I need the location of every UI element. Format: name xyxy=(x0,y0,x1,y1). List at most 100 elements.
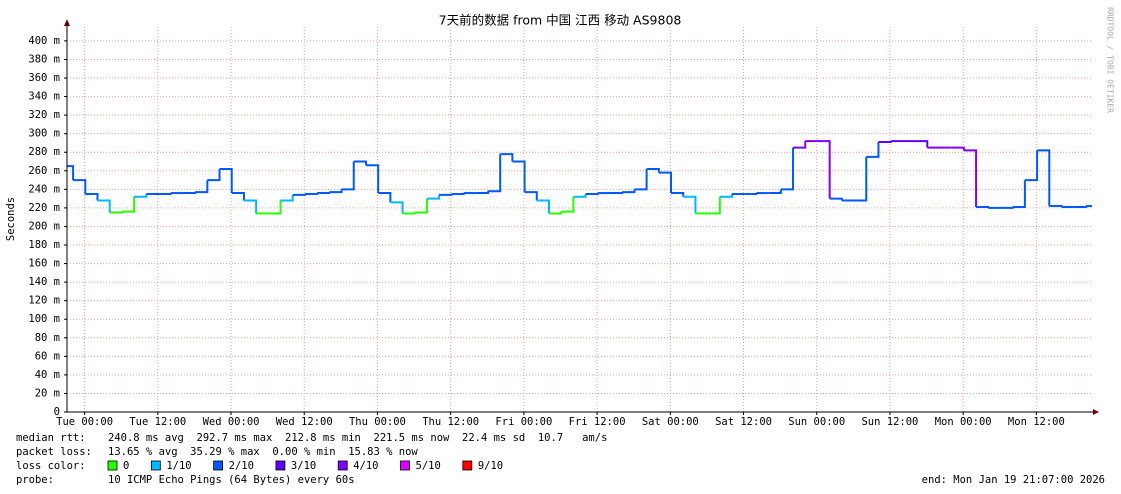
median-step xyxy=(280,194,294,202)
median-step xyxy=(1037,149,1051,207)
x-tick-label: Sat 00:00 xyxy=(642,416,699,428)
x-tick-label: Wed 00:00 xyxy=(203,416,260,428)
median-step xyxy=(866,142,880,158)
median-step xyxy=(341,161,355,191)
median-step xyxy=(829,197,843,201)
median-step xyxy=(500,153,514,162)
median-step xyxy=(219,167,233,194)
y-tick-label: 320 m xyxy=(28,109,60,121)
legend-swatch xyxy=(213,460,224,471)
median-step xyxy=(390,201,404,214)
legend-swatch xyxy=(275,460,286,471)
stat-label: median rtt: xyxy=(16,432,86,444)
legend-label: 9/10 xyxy=(478,460,503,472)
median-step xyxy=(268,200,282,215)
end-time: end: Mon Jan 19 21:07:00 2026 xyxy=(922,474,1105,486)
x-tick-label: Mon 00:00 xyxy=(935,416,992,428)
y-tick-label: 400 m xyxy=(28,35,60,47)
median-step xyxy=(353,160,367,166)
x-tick-label: Thu 00:00 xyxy=(349,416,406,428)
x-tick-label: Mon 12:00 xyxy=(1008,416,1065,428)
legend-swatch xyxy=(337,460,348,471)
median-step xyxy=(963,149,978,207)
median-step xyxy=(646,167,660,173)
median-step xyxy=(915,140,929,148)
legend-label: 3/10 xyxy=(291,460,316,472)
side-label: RRDTOOL / TOBI OETIKER xyxy=(1106,7,1115,113)
median-step xyxy=(414,198,428,214)
median-step xyxy=(634,168,648,191)
median-step xyxy=(451,192,465,195)
median-step xyxy=(524,191,538,201)
median-step xyxy=(744,192,758,195)
median-step xyxy=(768,189,782,195)
x-tick-label: Tue 00:00 xyxy=(56,416,113,428)
x-tick-label: Thu 12:00 xyxy=(422,416,479,428)
median-step xyxy=(707,196,721,215)
x-tick-label: Sat 12:00 xyxy=(715,416,772,428)
legend-label: 0 xyxy=(123,460,129,472)
median-step xyxy=(1024,150,1039,182)
y-tick-label: 360 m xyxy=(28,72,60,84)
median-step xyxy=(243,199,258,214)
y-tick-label: 300 m xyxy=(28,128,60,140)
median-step xyxy=(439,193,453,196)
y-axis-label: Seconds xyxy=(5,197,17,241)
y-tick-label: 40 m xyxy=(35,369,60,381)
median-step xyxy=(1049,205,1063,208)
x-tick-label: Wed 12:00 xyxy=(276,416,333,428)
median-step xyxy=(67,165,75,181)
median-step xyxy=(378,192,392,203)
y-tick-label: 260 m xyxy=(28,165,60,177)
median-step xyxy=(548,211,563,215)
x-tick-label: Sun 00:00 xyxy=(788,416,845,428)
x-arrow xyxy=(1093,409,1099,415)
median-step xyxy=(610,192,624,195)
median-step xyxy=(671,192,685,197)
median-step xyxy=(683,195,697,214)
y-tick-label: 20 m xyxy=(35,387,60,399)
stat-text: 13.65 % avg 35.29 % max 0.00 % min 15.83… xyxy=(108,446,418,458)
legend-label: 5/10 xyxy=(416,460,441,472)
median-step xyxy=(658,171,673,194)
median-step xyxy=(134,193,148,198)
median-step xyxy=(487,154,502,193)
median-step xyxy=(402,212,416,215)
y-tick-label: 340 m xyxy=(28,91,60,103)
legend-label: 1/10 xyxy=(166,460,191,472)
chart-title: 7天前的数据 from 中国 江西 移动 AS9808 xyxy=(439,13,682,28)
median-step xyxy=(182,192,197,195)
legend-label: 2/10 xyxy=(229,460,254,472)
legend-swatch xyxy=(400,460,410,471)
y-tick-label: 80 m xyxy=(35,332,60,344)
stat-text: 240.8 ms avg 292.7 ms max 212.8 ms min 2… xyxy=(108,432,607,444)
median-step xyxy=(97,199,111,213)
y-tick-label: 180 m xyxy=(28,239,60,251)
median-step xyxy=(426,194,441,200)
y-tick-label: 240 m xyxy=(28,183,60,195)
y-tick-label: 120 m xyxy=(28,295,60,307)
median-step xyxy=(317,192,331,195)
median-step xyxy=(158,192,172,195)
median-step xyxy=(573,193,587,198)
y-tick-label: 140 m xyxy=(28,276,60,288)
y-tick-label: 0 xyxy=(54,406,60,418)
legend-swatch xyxy=(462,460,473,471)
probe-label: probe: xyxy=(16,474,54,486)
median-step xyxy=(1000,206,1014,209)
median-step xyxy=(854,156,868,202)
median-step xyxy=(976,205,990,208)
x-tick-label: Fri 00:00 xyxy=(495,416,552,428)
median-step xyxy=(109,211,123,214)
y-tick-label: 220 m xyxy=(28,202,60,214)
median-step xyxy=(85,192,99,201)
legend-swatch xyxy=(150,460,161,471)
median-step xyxy=(292,193,306,196)
loss-color-label: loss color: xyxy=(16,460,86,472)
y-tick-label: 280 m xyxy=(28,146,60,158)
y-tick-label: 160 m xyxy=(28,258,60,270)
median-step xyxy=(780,147,795,191)
median-step xyxy=(1012,180,1026,208)
